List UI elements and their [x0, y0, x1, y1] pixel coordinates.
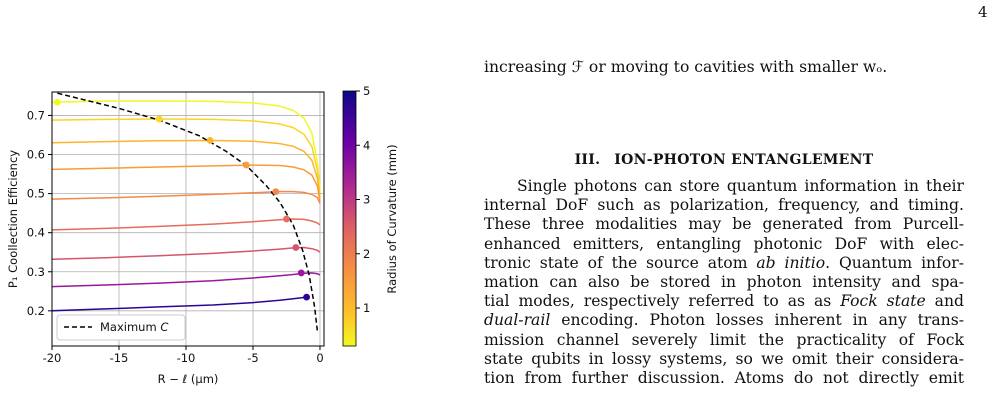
chart-svg: -20 -15 -10 -5 0 0.2 0.3 0.4 0.5 0.6 0.7 R − ℓ (μ…: [6, 84, 399, 386]
colorbar-tick-label-4: 5: [363, 84, 370, 98]
paragraph-line: tion from further discussion. Atoms do n…: [484, 368, 964, 387]
max-point-8: [303, 293, 310, 301]
figure-collection-efficiency: -20 -15 -10 -5 0 0.2 0.3 0.4 0.5 0.6 0.7 R − ℓ (μ…: [0, 0, 430, 411]
section-title: ION-PHOTON ENTANGLEMENT: [614, 152, 874, 168]
series-line-0: [51, 100, 321, 190]
max-point-3: [242, 161, 250, 169]
maximum-points: [53, 98, 310, 301]
colorbar-ticks: 1 2 3 4 5: [356, 84, 370, 315]
text-column: increasing ℱ or moving to cavities with …: [484, 0, 964, 411]
paragraph-line: enhanced emitters, entangling photonic D…: [484, 234, 964, 253]
paragraph-line: tronic state of the source atom ab initi…: [484, 253, 964, 272]
series-line-6: [51, 246, 321, 260]
y-tick-label-2: 0.4: [27, 226, 45, 240]
colorbar: [342, 90, 357, 347]
x-ticks: -20 -15 -10 -5 0: [43, 346, 324, 365]
intro-line: increasing ℱ or moving to cavities with …: [484, 58, 888, 76]
series-line-5: [51, 218, 321, 231]
max-point-6: [292, 244, 300, 251]
colorbar-tick-label-2: 3: [363, 193, 370, 207]
section-heading: III. ION-PHOTON ENTANGLEMENT: [484, 150, 964, 171]
y-axis-label: P₁ Coollection Efficiency: [6, 150, 20, 288]
paragraph: Single photons can store quantum informa…: [484, 176, 964, 387]
paragraph-line: mission channel severely limit the pract…: [484, 330, 964, 349]
series-line-8: [51, 296, 310, 312]
paragraph-line: These three modalities may be generated …: [484, 215, 964, 234]
y-tick-label-3: 0.5: [27, 187, 45, 201]
y-tick-label-1: 0.3: [27, 265, 45, 279]
maximum-curve: [57, 92, 319, 331]
y-tick-label-0: 0.2: [27, 304, 45, 318]
series-line-1: [51, 118, 321, 194]
y-tick-label-5: 0.7: [27, 108, 45, 122]
legend-label: Maximum C: [100, 320, 168, 334]
x-tick-label-0: -20: [43, 351, 62, 365]
paragraph-line: mation can also be stored in photon inte…: [484, 272, 964, 291]
max-point-1: [155, 115, 163, 123]
legend: Maximum C: [56, 314, 186, 341]
section-number: III.: [574, 152, 601, 168]
x-axis-label: R − ℓ (μm): [158, 372, 219, 386]
paragraph-line: state qubits in lossy systems, so we omi…: [484, 349, 964, 368]
x-tick-label-4: 0: [316, 351, 323, 365]
y-ticks: 0.2 0.3 0.4 0.5 0.6 0.7: [27, 108, 52, 318]
series-lines: [51, 100, 321, 312]
max-point-5: [283, 215, 290, 223]
max-point-7: [297, 269, 305, 277]
paragraph-line: dual-rail encoding. Photon losses inhere…: [484, 311, 964, 330]
series-line-3: [51, 164, 321, 202]
colorbar-tick-label-3: 4: [363, 138, 370, 152]
y-tick-label-4: 0.6: [27, 148, 45, 162]
paragraph-line: internal DoF such as polarization, frequ…: [484, 196, 964, 215]
series-line-4: [51, 190, 321, 204]
grid: [51, 92, 324, 346]
series-line-2: [51, 139, 321, 198]
x-tick-label-1: -15: [110, 351, 129, 365]
colorbar-tick-label-0: 1: [363, 301, 370, 315]
page-number: 4: [978, 3, 988, 21]
colorbar-tick-label-1: 2: [363, 247, 370, 261]
paragraph-line: tial modes, respectively referred to as …: [484, 292, 965, 311]
max-point-4: [272, 188, 280, 196]
x-tick-label-2: -10: [177, 351, 196, 365]
paragraph-line: Single photons can store quantum informa…: [517, 177, 964, 195]
plot-frame: [51, 91, 325, 347]
colorbar-label: Radius of Curvature (mm): [385, 144, 399, 293]
max-point-0: [53, 98, 61, 106]
max-point-2: [206, 137, 214, 144]
x-tick-label-3: -5: [247, 351, 258, 365]
legend-box: [56, 314, 186, 341]
maximum-c-line: [57, 92, 319, 331]
series-line-7: [51, 272, 321, 288]
